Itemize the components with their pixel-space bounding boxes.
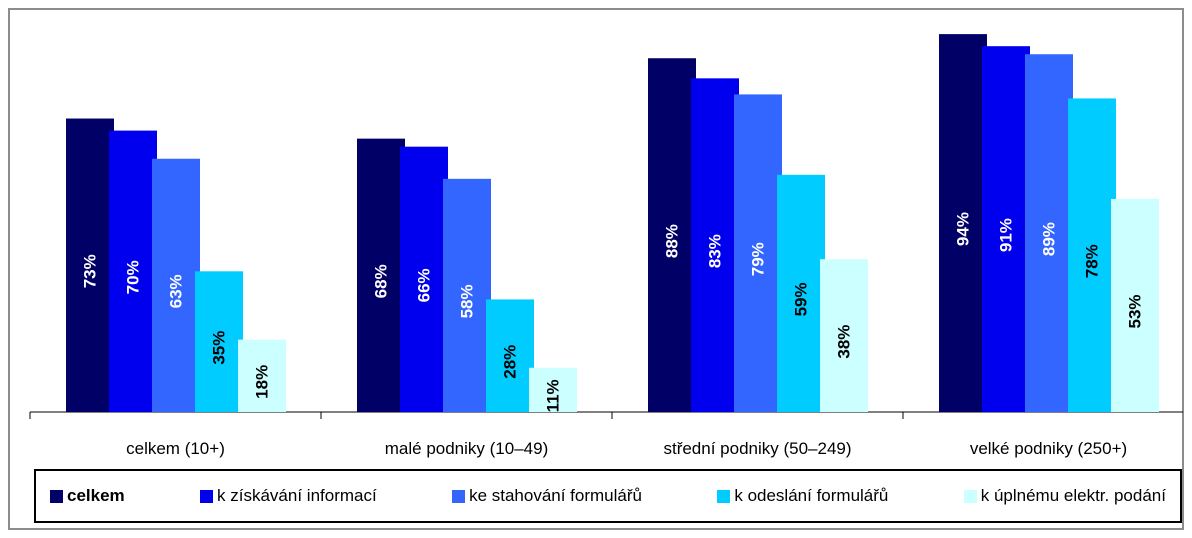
bar xyxy=(648,58,696,413)
data-label: 18% xyxy=(253,365,272,399)
bar xyxy=(109,130,157,412)
data-label: 88% xyxy=(663,224,682,258)
bar xyxy=(1068,98,1116,412)
legend-label: ke stahování formulářů xyxy=(469,486,642,505)
legend-swatch xyxy=(50,489,63,503)
bar xyxy=(357,138,405,412)
data-label: 91% xyxy=(997,218,1016,252)
bar xyxy=(238,339,286,412)
legend-item: k odeslání formulářů xyxy=(717,486,888,506)
legend-swatch xyxy=(200,489,214,503)
data-label: 38% xyxy=(835,325,854,359)
data-label: 35% xyxy=(210,331,229,365)
x-tick-label: střední podniky (50–249) xyxy=(663,439,851,458)
data-label: 68% xyxy=(372,264,391,298)
data-label: 11% xyxy=(544,379,563,412)
bar xyxy=(66,118,114,412)
legend-label: k získávání informací xyxy=(217,486,377,505)
data-label: 59% xyxy=(792,282,811,316)
bar xyxy=(777,174,825,412)
bar xyxy=(152,158,200,412)
data-label: 66% xyxy=(415,268,434,302)
bar xyxy=(1025,54,1073,412)
legend: celkem k získávání informací ke stahování … xyxy=(34,469,1182,523)
bar xyxy=(939,34,987,413)
legend-item: k úplnému elektr. podání xyxy=(963,486,1166,506)
bar xyxy=(691,78,739,412)
bar xyxy=(1111,198,1159,412)
bar xyxy=(982,46,1030,413)
x-tick-label: velké podniky (250+) xyxy=(970,439,1127,458)
data-label: 94% xyxy=(954,212,973,246)
legend-label: celkem xyxy=(67,486,125,505)
bar xyxy=(529,367,577,412)
x-tick-label: malé podniky (10–49) xyxy=(385,439,548,458)
data-label: 83% xyxy=(706,234,725,268)
legend-item: celkem xyxy=(50,486,125,506)
data-label: 89% xyxy=(1040,222,1059,256)
x-tick-label: celkem (10+) xyxy=(126,439,225,458)
legend-swatch xyxy=(717,489,731,503)
bar xyxy=(400,146,448,412)
bar xyxy=(734,94,782,413)
data-label: 79% xyxy=(749,242,768,276)
bar xyxy=(486,299,534,412)
legend-swatch xyxy=(963,489,977,503)
data-label: 28% xyxy=(501,345,520,379)
data-label: 53% xyxy=(1126,294,1145,328)
legend-item: k získávání informací xyxy=(200,486,377,506)
legend-item: ke stahování formulářů xyxy=(452,486,642,506)
bar xyxy=(195,271,243,412)
bar xyxy=(820,259,868,412)
data-label: 58% xyxy=(458,284,477,318)
data-label: 70% xyxy=(124,260,143,294)
legend-label: k úplnému elektr. podání xyxy=(980,486,1166,505)
bar xyxy=(443,178,491,412)
data-label: 73% xyxy=(81,254,100,288)
bar-chart: 73% 70% 63% 35% 18% celkem (10+) 68% 66% 58% 28% 1… xyxy=(29,34,1183,458)
data-label: 78% xyxy=(1083,244,1102,278)
legend-label: k odeslání formulářů xyxy=(734,486,889,505)
legend-swatch xyxy=(452,489,466,503)
data-label: 63% xyxy=(167,274,186,308)
